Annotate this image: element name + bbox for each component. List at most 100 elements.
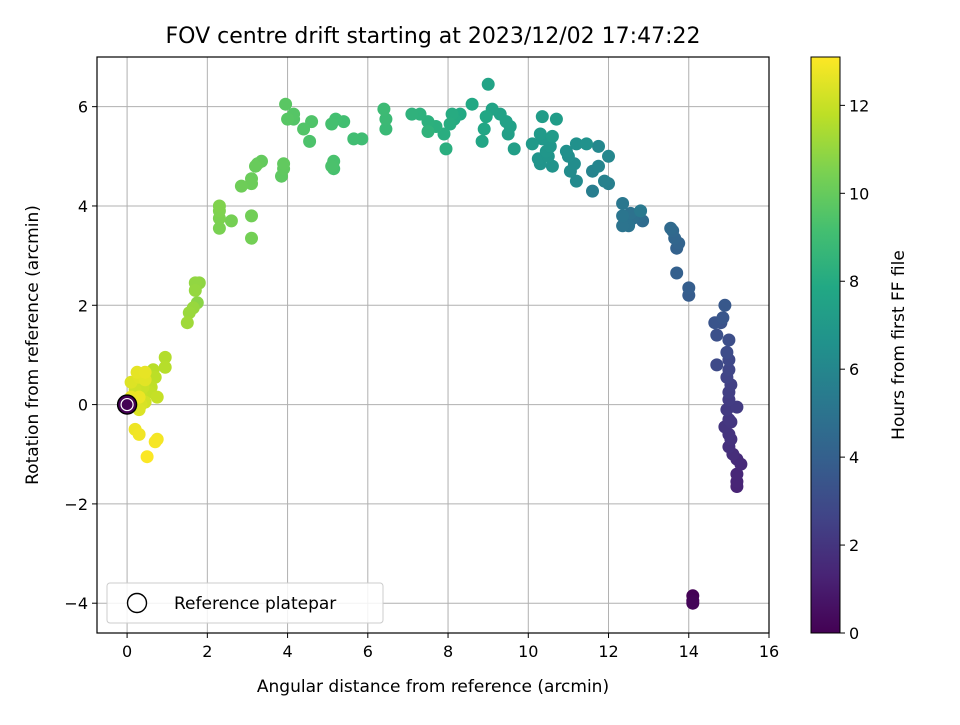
colorbar-gradient [810, 56, 841, 634]
data-point [634, 204, 648, 218]
data-point [616, 209, 630, 223]
x-tick-label: 0 [122, 642, 132, 661]
x-tick-label: 12 [598, 642, 618, 661]
data-point [664, 221, 678, 235]
data-point [445, 107, 459, 121]
data-point [481, 77, 495, 91]
data-point [710, 358, 724, 372]
data-point [249, 159, 262, 173]
y-tick-label: 2 [78, 296, 88, 315]
legend-marker-reference [126, 592, 148, 614]
colorbar-ticks: 0 2 4 6 8 10 12 [840, 96, 869, 643]
y-axis-ticks: −4 −2 0 2 4 6 [64, 98, 97, 613]
colorbar-tick-label: 8 [849, 272, 859, 291]
reference-platepar-ring [120, 397, 134, 412]
data-point [325, 159, 339, 173]
colorbar-tick-label: 10 [849, 184, 869, 203]
data-point [716, 311, 730, 325]
data-point [722, 363, 736, 377]
legend-box [106, 582, 384, 624]
data-point [279, 97, 293, 111]
data-point [475, 134, 489, 148]
x-axis-ticks: 0 2 4 6 8 10 12 14 16 [122, 633, 779, 661]
y-tick-label: 0 [78, 396, 88, 415]
data-point [730, 467, 744, 481]
data-point [212, 199, 226, 213]
x-tick-label: 14 [679, 642, 699, 661]
data-point [234, 179, 248, 193]
x-tick-label: 8 [443, 642, 453, 661]
data-point [569, 174, 583, 188]
x-axis-label: Angular distance from reference (arcmin) [257, 677, 609, 697]
data-point [545, 159, 559, 173]
data-point [686, 596, 700, 610]
data-point [347, 132, 361, 146]
data-point [507, 142, 521, 156]
colorbar-tick-label: 6 [849, 360, 859, 379]
data-point [586, 184, 599, 198]
data-points [124, 77, 748, 610]
data-point [245, 177, 258, 191]
data-point [580, 137, 593, 151]
data-point [325, 117, 339, 131]
data-point [439, 142, 453, 156]
data-point [718, 298, 732, 312]
data-point [592, 139, 605, 153]
x-tick-label: 10 [518, 642, 538, 661]
data-point [379, 112, 393, 126]
data-point [592, 159, 605, 173]
data-point [138, 365, 152, 379]
colorbar-tick-label: 0 [849, 624, 859, 643]
plot-area-frame [96, 56, 770, 634]
data-point [245, 231, 258, 245]
data-point [720, 403, 734, 417]
data-point [569, 137, 583, 151]
data-point [188, 283, 202, 297]
legend: Reference platepar [106, 582, 384, 624]
data-point [559, 144, 573, 158]
x-tick-label: 4 [282, 642, 292, 661]
data-point [465, 97, 479, 111]
data-point [670, 266, 684, 280]
data-point [158, 350, 172, 364]
colorbar-label: Hours from first FF file [889, 250, 909, 440]
data-point [525, 137, 539, 151]
y-tick-label: −2 [64, 495, 88, 514]
data-point [245, 209, 258, 223]
data-point [140, 450, 154, 464]
data-point [545, 129, 559, 143]
colorbar-tick-label: 4 [849, 448, 859, 467]
data-point [443, 117, 457, 131]
data-point [710, 328, 724, 342]
data-point [535, 110, 549, 124]
y-tick-label: −4 [64, 594, 88, 613]
chart-title: FOV centre drift starting at 2023/12/02 … [166, 24, 701, 49]
data-point [616, 197, 630, 210]
data-point [158, 360, 172, 374]
data-point [421, 125, 435, 138]
colorbar: 0 2 4 6 8 10 12 Hours from first FF file [810, 56, 909, 643]
data-point [182, 306, 196, 320]
data-point [533, 127, 547, 141]
y-tick-label: 6 [78, 98, 88, 117]
y-tick-label: 4 [78, 197, 88, 216]
data-point [377, 102, 391, 116]
reference-platepar-marker [116, 394, 138, 415]
grid-lines [97, 57, 770, 633]
y-axis-label: Rotation from reference (arcmin) [23, 205, 43, 485]
data-point [303, 134, 317, 148]
data-point [477, 122, 491, 136]
data-point [281, 112, 295, 126]
x-tick-label: 16 [759, 642, 779, 661]
data-point [405, 107, 419, 121]
data-point [224, 214, 238, 228]
x-tick-label: 2 [202, 642, 212, 661]
data-point [150, 390, 164, 404]
data-point [212, 221, 226, 235]
data-point [682, 281, 696, 295]
data-point [479, 110, 493, 124]
data-point [722, 333, 736, 347]
data-point [598, 174, 611, 188]
